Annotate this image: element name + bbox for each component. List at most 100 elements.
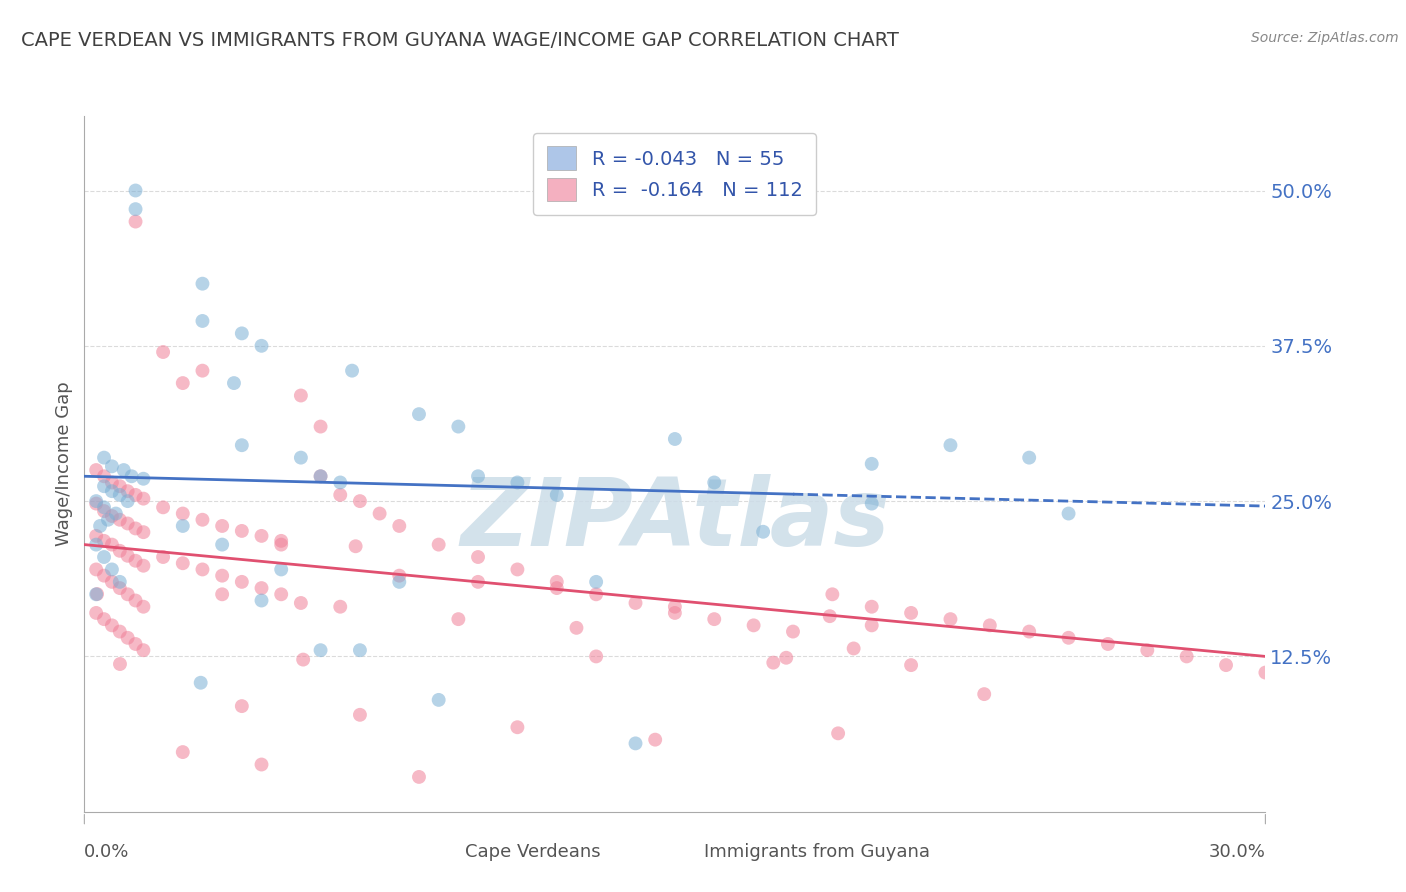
Point — [124, 202, 146, 216]
Point — [191, 562, 214, 576]
Point — [860, 457, 883, 471]
Point — [132, 472, 155, 486]
Point — [349, 643, 371, 657]
Point — [467, 574, 489, 589]
Point — [211, 587, 233, 601]
Point — [585, 649, 607, 664]
Point — [349, 707, 371, 722]
Point — [467, 549, 489, 564]
Point — [388, 519, 411, 533]
Point — [1018, 450, 1040, 465]
Point — [447, 419, 470, 434]
Point — [172, 507, 194, 521]
Point — [250, 529, 273, 543]
Point — [860, 599, 883, 614]
Point — [388, 568, 411, 582]
Point — [191, 364, 214, 378]
Point — [447, 612, 470, 626]
Point — [664, 432, 686, 446]
Point — [340, 364, 363, 378]
Point — [900, 658, 922, 673]
Point — [117, 549, 139, 563]
Point — [191, 277, 214, 291]
Point — [101, 484, 124, 499]
Point — [231, 699, 253, 714]
Point — [86, 592, 108, 607]
Point — [1171, 656, 1194, 670]
Point — [93, 479, 115, 493]
Point — [231, 524, 253, 538]
Text: Source: ZipAtlas.com: Source: ZipAtlas.com — [1251, 31, 1399, 45]
Point — [250, 757, 273, 772]
Y-axis label: Wage/Income Gap: Wage/Income Gap — [55, 382, 73, 546]
Point — [939, 612, 962, 626]
Point — [101, 475, 124, 490]
Point — [329, 488, 352, 502]
Point — [546, 488, 568, 502]
Point — [89, 519, 111, 533]
Point — [329, 475, 352, 490]
Point — [117, 516, 139, 531]
Point — [817, 569, 839, 583]
Point — [84, 606, 107, 620]
Point — [93, 568, 115, 582]
Point — [101, 574, 124, 589]
Point — [309, 643, 332, 657]
Point — [821, 587, 844, 601]
Point — [309, 419, 332, 434]
Point — [290, 596, 312, 610]
Point — [117, 484, 139, 499]
Point — [782, 624, 804, 639]
Point — [250, 339, 273, 353]
Point — [762, 656, 785, 670]
Point — [84, 494, 107, 508]
Point — [112, 463, 135, 477]
Point — [860, 618, 883, 632]
Point — [97, 513, 120, 527]
Point — [132, 643, 155, 657]
Point — [172, 519, 194, 533]
Point — [309, 469, 332, 483]
Point — [1018, 624, 1040, 639]
Point — [349, 494, 371, 508]
Point — [963, 737, 986, 751]
Point — [191, 314, 214, 328]
Point — [121, 469, 143, 483]
Point — [231, 326, 253, 341]
Point — [546, 574, 568, 589]
Point — [211, 538, 233, 552]
Point — [467, 469, 489, 483]
Point — [93, 612, 115, 626]
Point — [270, 533, 292, 548]
Point — [624, 736, 647, 750]
Point — [104, 507, 127, 521]
Point — [427, 693, 450, 707]
Point — [585, 587, 607, 601]
Point — [408, 770, 430, 784]
Point — [290, 450, 312, 465]
Point — [93, 450, 115, 465]
Point — [1057, 631, 1080, 645]
Point — [624, 596, 647, 610]
Point — [506, 562, 529, 576]
Point — [211, 568, 233, 582]
Point — [124, 637, 146, 651]
Point — [742, 618, 765, 632]
Point — [108, 624, 131, 639]
Point — [124, 554, 146, 568]
Point — [84, 538, 107, 552]
Point — [644, 732, 666, 747]
Point — [101, 459, 124, 474]
Point — [388, 574, 411, 589]
Point — [703, 612, 725, 626]
Point — [231, 438, 253, 452]
Point — [585, 574, 607, 589]
Point — [240, 715, 263, 730]
Point — [664, 599, 686, 614]
Point — [108, 544, 131, 558]
Point — [1215, 658, 1237, 673]
Point — [270, 562, 292, 576]
Point — [664, 606, 686, 620]
Point — [427, 538, 450, 552]
Point — [93, 533, 115, 548]
